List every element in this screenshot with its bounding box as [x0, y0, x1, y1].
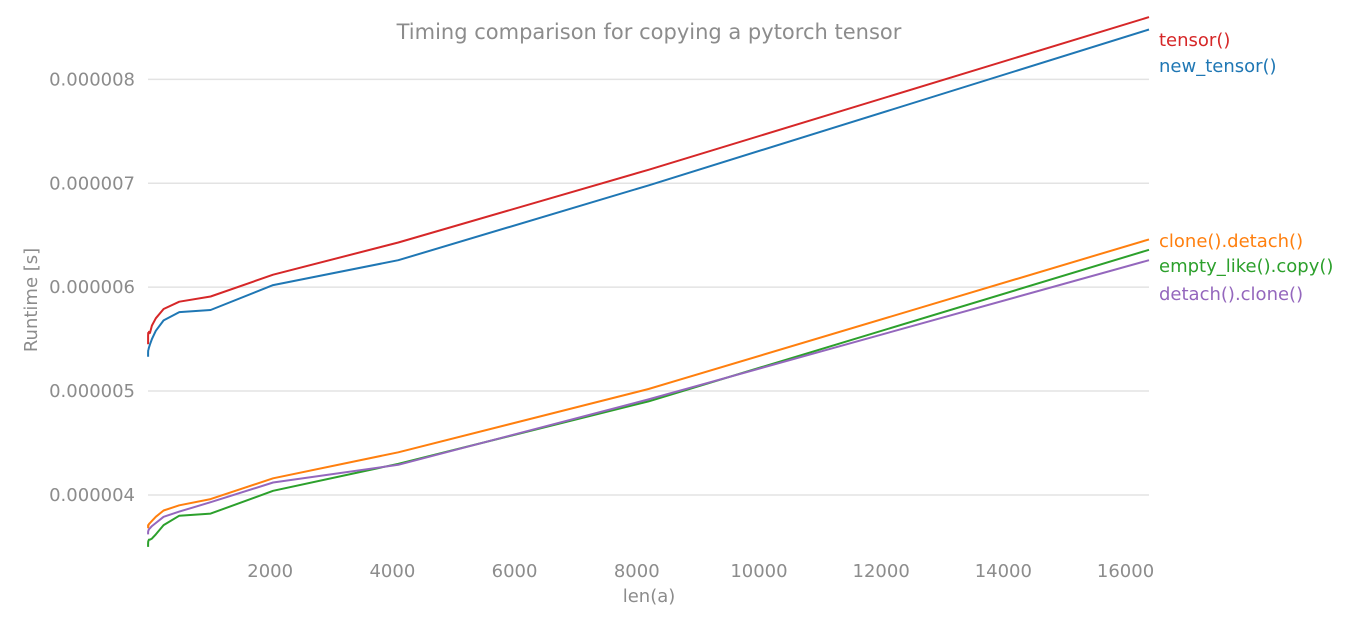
- legend-label: new_tensor(): [1159, 56, 1277, 77]
- grid-lines: [148, 78, 1149, 496]
- series-lines: [147, 16, 1150, 547]
- y-axis-ticks: 0.000004 0.000005 0.000006 0.000007 0.000008: [49, 69, 135, 506]
- legend-label: detach().clone(): [1159, 284, 1303, 305]
- x-tick-label: 10000: [730, 561, 787, 582]
- y-tick-label: 0.000006: [49, 277, 135, 298]
- y-tick-label: 0.000004: [49, 485, 135, 506]
- series-line: [147, 248, 1150, 547]
- series-line: [147, 16, 1150, 345]
- x-tick-label: 4000: [369, 561, 415, 582]
- x-tick-label: 16000: [1097, 561, 1154, 582]
- x-axis-ticks: 2000 4000 6000 8000 10000 12000 14000 16000: [247, 561, 1154, 582]
- y-tick-label: 0.000008: [49, 69, 135, 90]
- y-tick-label: 0.000007: [49, 173, 135, 194]
- series-line: [147, 238, 1150, 529]
- legend-label: clone().detach(): [1159, 231, 1303, 252]
- y-tick-label: 0.000005: [49, 381, 135, 402]
- x-tick-label: 14000: [975, 561, 1032, 582]
- x-axis-label: len(a): [623, 586, 676, 607]
- y-axis-label: Runtime [s]: [21, 248, 42, 352]
- legend-label: empty_like().copy(): [1159, 256, 1333, 277]
- x-tick-label: 8000: [614, 561, 660, 582]
- x-tick-label: 6000: [492, 561, 538, 582]
- x-tick-label: 2000: [247, 561, 293, 582]
- legend-label: tensor(): [1159, 30, 1230, 51]
- x-tick-label: 12000: [853, 561, 910, 582]
- series-line: [147, 28, 1150, 357]
- series-line: [147, 259, 1150, 535]
- chart-title: Timing comparison for copying a pytorch …: [396, 20, 902, 44]
- legend: tensor() new_tensor() clone().detach() empt…: [1159, 30, 1333, 305]
